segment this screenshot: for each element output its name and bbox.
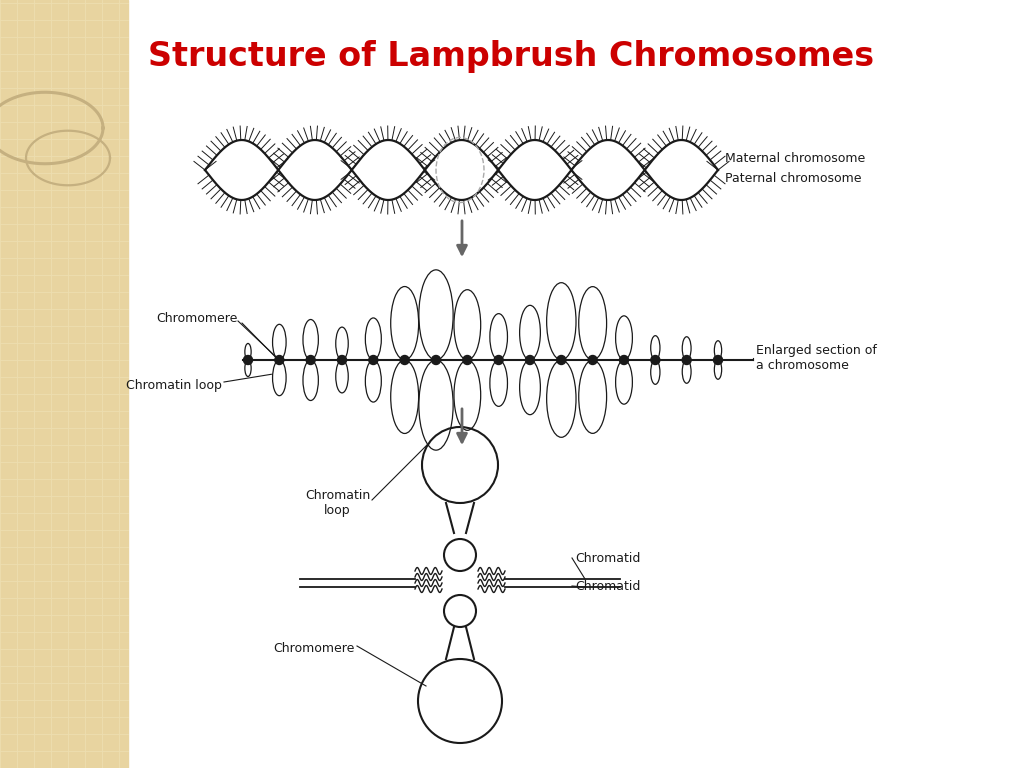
- Circle shape: [682, 356, 691, 365]
- Circle shape: [431, 356, 440, 365]
- Text: Maternal chromosome: Maternal chromosome: [725, 151, 865, 164]
- Text: Chromatid: Chromatid: [575, 551, 640, 564]
- Circle shape: [400, 356, 410, 365]
- Circle shape: [274, 356, 284, 365]
- Circle shape: [244, 356, 253, 365]
- Circle shape: [369, 356, 378, 365]
- Bar: [0, 0, 128, 768]
- Circle shape: [557, 356, 566, 365]
- Text: Chromatin
loop: Chromatin loop: [305, 489, 370, 517]
- Circle shape: [620, 356, 629, 365]
- Circle shape: [495, 356, 503, 365]
- Circle shape: [463, 356, 472, 365]
- Circle shape: [651, 356, 659, 365]
- Text: Enlarged section of
a chromosome: Enlarged section of a chromosome: [756, 344, 877, 372]
- Text: Chromatin loop: Chromatin loop: [126, 379, 222, 392]
- Text: Paternal chromosome: Paternal chromosome: [725, 171, 861, 184]
- Text: Chromomere: Chromomere: [157, 312, 238, 325]
- Circle shape: [588, 356, 597, 365]
- Text: Structure of Lampbrush Chromosomes: Structure of Lampbrush Chromosomes: [148, 40, 874, 73]
- Circle shape: [525, 356, 535, 365]
- Text: Chromatid: Chromatid: [575, 580, 640, 592]
- Circle shape: [714, 356, 723, 365]
- Circle shape: [306, 356, 315, 365]
- Circle shape: [338, 356, 346, 365]
- Text: Chromomere: Chromomere: [273, 641, 355, 654]
